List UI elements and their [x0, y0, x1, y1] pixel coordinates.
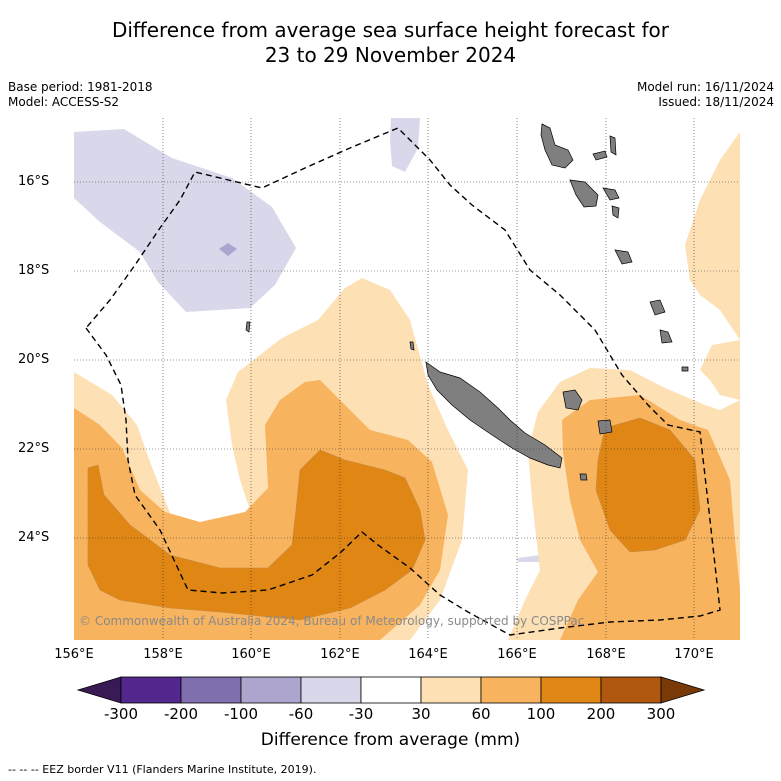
- colorbar-tick-label: -100: [223, 705, 259, 723]
- chesterfield: [245, 321, 251, 333]
- base-period: Base period: 1981-2018: [8, 80, 153, 94]
- lat-label-22s: 22°S: [18, 441, 50, 456]
- graticule: [74, 118, 740, 640]
- colorbar-tick-label: 60: [471, 705, 491, 723]
- lon-label-166e: 166°E: [497, 647, 537, 662]
- colorbar-tick-label: 100: [526, 705, 556, 723]
- lon-label-168e: 168°E: [586, 647, 626, 662]
- belep: [409, 341, 415, 351]
- lat-label-24s: 24°S: [18, 530, 50, 545]
- loyalty-lifou: [562, 389, 583, 411]
- issued-date: Issued: 18/11/2024: [658, 95, 774, 109]
- vanuatu-malekula: [602, 187, 620, 201]
- lon-label-156e: 156°E: [54, 647, 94, 662]
- colorbar-tick-label: 300: [646, 705, 676, 723]
- colorbar-segment: [240, 676, 302, 704]
- vanuatu-south: [614, 249, 633, 265]
- colorbar: [76, 676, 706, 704]
- colorbar-segment: [540, 676, 602, 704]
- colorbar-segment: [360, 676, 422, 704]
- negative-anomaly-region: [74, 129, 296, 312]
- lon-label-164e: 164°E: [408, 647, 448, 662]
- title-line-2: 23 to 29 November 2024: [264, 43, 517, 67]
- negative-anomaly-small: [219, 243, 237, 256]
- lat-label-20s: 20°S: [18, 352, 50, 367]
- vanuatu-small-2: [592, 150, 608, 161]
- map-title: Difference from average sea surface heig…: [0, 18, 781, 68]
- vanuatu-efate: [611, 205, 620, 219]
- lat-label-16s: 16°S: [18, 174, 50, 189]
- colorbar-arrow-low: [76, 676, 122, 704]
- run-info: Model run: 16/11/2024 Issued: 18/11/2024: [637, 80, 774, 110]
- colorbar-tick-label: 30: [411, 705, 431, 723]
- lon-label-158e: 158°E: [143, 647, 183, 662]
- isle-of-pines: [579, 473, 588, 481]
- contour-lines: [87, 417, 701, 621]
- negative-anomaly-top: [390, 118, 420, 172]
- negative-anomaly-south: [517, 555, 542, 562]
- model-run: Model run: 16/11/2024: [636, 80, 774, 94]
- copyright-notice: © Commonwealth of Australia 2024, Bureau…: [79, 614, 585, 628]
- positive-anomaly-100-200-east: [596, 418, 700, 552]
- lon-label-162e: 162°E: [320, 647, 360, 662]
- colorbar-tick-label: -60: [288, 705, 314, 723]
- model-info: Base period: 1981-2018 Model: ACCESS-S2: [8, 80, 153, 110]
- map-area: [74, 118, 740, 640]
- colorbar-arrow-high: [660, 676, 706, 704]
- colorbar-label: Difference from average (mm): [260, 730, 521, 750]
- new-caledonia: [425, 361, 563, 469]
- positive-anomaly-100-200-west: [88, 450, 425, 620]
- loyalty-mare: [597, 419, 613, 435]
- lon-label-170e: 170°E: [674, 647, 714, 662]
- colorbar-segment: [420, 676, 482, 704]
- colorbar-tick-label: 200: [586, 705, 616, 723]
- land: [245, 123, 689, 481]
- colorbar-tick-label: -300: [103, 705, 139, 723]
- colorbar-segment: [480, 676, 542, 704]
- colorbar-segment: [120, 676, 182, 704]
- colorbar-segment: [180, 676, 242, 704]
- title-line-1: Difference from average sea surface heig…: [111, 18, 670, 42]
- model-name: Model: ACCESS-S2: [8, 95, 120, 109]
- hunter-island: [659, 329, 673, 344]
- small-island-e: [681, 366, 689, 372]
- eez-border: [85, 127, 721, 636]
- lon-label-160e: 160°E: [231, 647, 271, 662]
- vanuatu-small-1: [609, 135, 617, 156]
- colorbar-segment: [600, 676, 662, 704]
- matthew-island: [649, 299, 666, 316]
- colorbar-tick-label: -200: [163, 705, 199, 723]
- lat-label-18s: 18°S: [18, 263, 50, 278]
- vanuatu-north: [540, 123, 574, 169]
- colorbar-tick-label: -30: [348, 705, 374, 723]
- eez-footnote: -- -- -- EEZ border V11 (Flanders Marine…: [8, 763, 317, 776]
- colorbar-segment: [300, 676, 362, 704]
